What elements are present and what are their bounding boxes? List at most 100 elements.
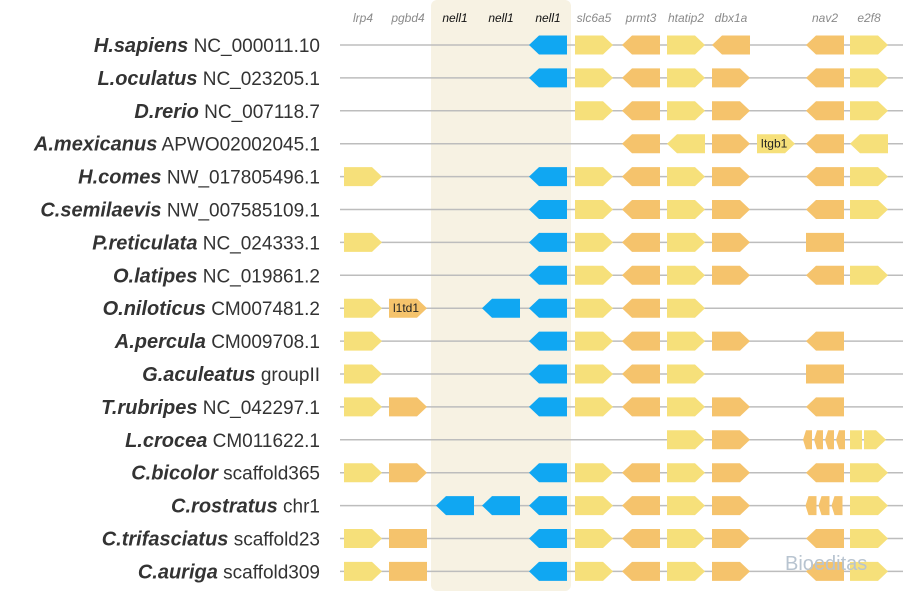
gene-arrow	[575, 529, 613, 548]
accession-id: NC_024333.1	[203, 233, 320, 254]
gene-fragment	[803, 430, 812, 450]
gene-arrow	[712, 200, 750, 219]
gene-arrow	[344, 397, 382, 417]
gene-arrow	[667, 68, 705, 88]
gene-arrow	[806, 167, 844, 187]
gene-inline-label: Itgb1	[761, 137, 788, 151]
gene-arrow	[667, 496, 705, 516]
row-label: T.rubripes NC_042297.1	[101, 397, 320, 419]
gene-arrow	[622, 167, 660, 187]
gene-header-nell1: nell1	[442, 11, 467, 25]
gene-arrow	[712, 232, 750, 252]
row-label: P.reticulata NC_024333.1	[92, 232, 320, 254]
gene-arrow	[850, 200, 888, 219]
gene-arrow	[806, 561, 844, 581]
gene-arrow	[667, 298, 705, 318]
species-name: O.niloticus	[103, 298, 206, 320]
row-label: H.sapiens NC_000011.10	[94, 35, 320, 57]
gene-arrow	[667, 265, 705, 285]
gene-arrow	[667, 167, 705, 187]
row-label: C.trifasciatus scaffold23	[102, 529, 320, 551]
gene-fragment	[805, 496, 817, 516]
gene-arrow	[622, 200, 660, 219]
accession-id: scaffold23	[234, 530, 320, 551]
accession-id: NC_042297.1	[203, 398, 320, 419]
gene-arrow	[806, 200, 844, 219]
gene-arrow	[806, 397, 844, 417]
gene-arrows: Itgb1 l1td1	[344, 35, 888, 581]
gene-arrow	[482, 298, 520, 318]
row-label: D.rerio NC_007118.7	[134, 101, 320, 123]
gene-arrow	[712, 101, 750, 121]
watermark: Bioeditas	[785, 553, 867, 575]
gene-arrow	[667, 430, 705, 450]
gene-arrow	[622, 331, 660, 351]
gene-arrow	[622, 134, 660, 154]
species-name: L.crocea	[125, 430, 207, 452]
gene-arrow	[529, 397, 567, 417]
accession-id: NC_000011.10	[194, 36, 320, 57]
gene-fragment	[814, 430, 823, 450]
gene-arrow	[622, 298, 660, 318]
gene-arrow	[712, 430, 750, 450]
gene-arrow	[622, 232, 660, 252]
gene-header-nav2: nav2	[812, 11, 838, 25]
gene-arrow	[575, 561, 613, 581]
gene-header-nell1: nell1	[488, 11, 513, 25]
row-label: C.semilaevis NW_007585109.1	[40, 200, 320, 222]
gene-arrow	[575, 265, 613, 285]
row-label: O.latipes NC_019861.2	[113, 265, 320, 287]
gene-arrow	[529, 463, 567, 483]
gene-arrow	[667, 35, 705, 55]
gene-arrow	[622, 265, 660, 285]
gene-arrow	[850, 134, 888, 154]
accession-id: APWO02002045.1	[162, 135, 320, 156]
gene-header-slc6a5: slc6a5	[577, 11, 612, 25]
gene-arrow	[757, 134, 795, 154]
species-name: P.reticulata	[92, 232, 197, 254]
gene-arrow	[436, 496, 474, 516]
species-name: G.aculeatus	[142, 364, 255, 386]
gene-arrow	[575, 200, 613, 219]
gene-arrow	[529, 68, 567, 88]
gene-arrow	[529, 35, 567, 55]
gene-arrow	[344, 463, 382, 483]
gene-arrow	[622, 496, 660, 516]
gene-arrow	[529, 561, 567, 581]
row-label: C.rostratus chr1	[171, 496, 320, 518]
gene-arrow	[806, 134, 844, 154]
gene-arrow	[622, 364, 660, 384]
gene-fragment	[818, 496, 830, 516]
gene-arrow	[806, 68, 844, 88]
accession-id: scaffold309	[223, 562, 320, 583]
gene-arrow	[712, 265, 750, 285]
gene-header-nell1: nell1	[535, 11, 560, 25]
gene-arrow	[806, 101, 844, 121]
gene-arrow	[850, 561, 888, 581]
gene-arrow	[344, 364, 382, 384]
gene-arrow	[667, 200, 705, 219]
gene-arrow	[667, 529, 705, 548]
row-label: L.crocea CM011622.1	[125, 430, 320, 452]
gene-arrow	[344, 331, 382, 351]
gene-arrow	[344, 167, 382, 187]
gene-arrow	[806, 331, 844, 351]
accession-id: NW_017805496.1	[167, 168, 320, 189]
gene-arrow	[389, 463, 427, 483]
gene-arrow	[622, 529, 660, 548]
gene-arrow	[667, 232, 705, 252]
gene-arrow	[529, 232, 567, 252]
species-name: O.latipes	[113, 265, 197, 287]
accession-id: groupII	[261, 365, 320, 386]
species-name: C.bicolor	[131, 463, 219, 485]
gene-arrow	[389, 561, 427, 581]
row-label: H.comes NW_017805496.1	[78, 167, 320, 189]
gene-arrow	[806, 364, 844, 384]
gene-arrow	[575, 232, 613, 252]
gene-arrow	[806, 265, 844, 285]
gene-arrow	[712, 529, 750, 548]
species-name: L.oculatus	[97, 68, 197, 90]
gene-fragment	[836, 430, 845, 450]
gene-fragment	[850, 430, 862, 450]
accession-id: chr1	[283, 497, 320, 518]
